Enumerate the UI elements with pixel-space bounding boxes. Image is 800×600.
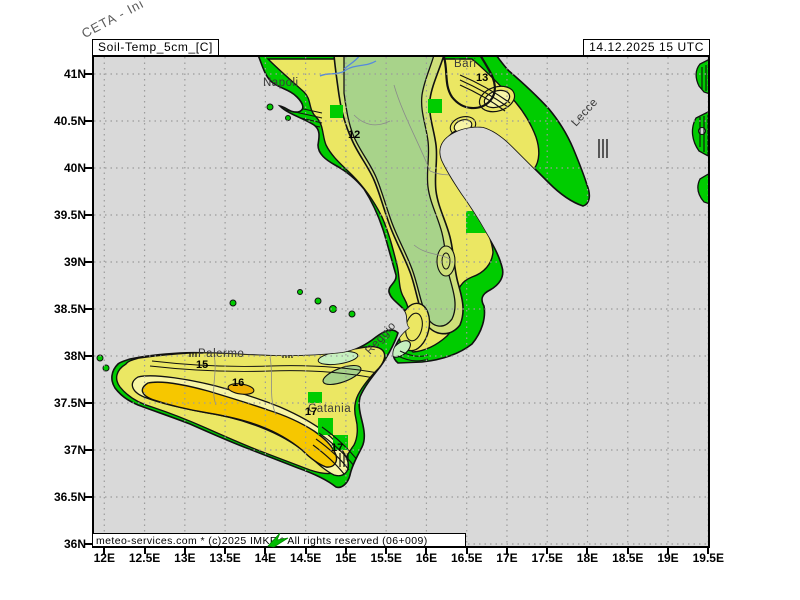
latitude-tick: [85, 449, 92, 451]
longitude-tick: [586, 548, 589, 554]
longitude-tick: [103, 548, 106, 554]
city-label: Bari: [454, 58, 476, 70]
green-bird-glyph: [267, 532, 289, 548]
latitude-label: 39.5N: [53, 208, 86, 222]
latitude-label: 36N: [63, 537, 86, 551]
longitude-label: 18E: [576, 551, 599, 565]
longitude-label: 13.5E: [209, 551, 241, 565]
fill-sicily-gold: [141, 381, 338, 468]
latitude-tick: [85, 214, 92, 216]
longitude-tick: [385, 548, 388, 554]
contour-bundle-toe: [397, 350, 429, 362]
latitude-tick: [85, 120, 92, 122]
latitude-tick: [85, 402, 92, 404]
longitude-label: 16.5E: [451, 551, 483, 565]
longitude-label: 14E: [254, 551, 277, 565]
map-frame: [92, 55, 710, 548]
longitude-tick: [224, 548, 227, 554]
longitude-label: 13E: [174, 551, 196, 565]
longitude-label: 17E: [496, 551, 518, 565]
longitude-tick: [425, 548, 428, 554]
latitude-label: 40N: [63, 161, 86, 175]
latitude-label: 40.5N: [53, 114, 86, 128]
longitude-label: 12E: [93, 551, 115, 565]
latitude-tick: [85, 261, 92, 263]
latitude-label: 37N: [63, 443, 86, 457]
longitude-tick: [304, 548, 307, 554]
longitude-tick: [344, 548, 347, 554]
longitude-tick: [143, 548, 146, 554]
latitude-label: 39N: [63, 255, 86, 269]
longitude-tick: [465, 548, 468, 554]
contour-value-label: 16: [232, 377, 244, 389]
longitude-tick: [264, 548, 267, 554]
latitude-tick: [85, 355, 92, 357]
longitude-label: 19.5E: [692, 551, 724, 565]
latitude-tick: [85, 543, 92, 545]
latitude-label: 37.5N: [53, 396, 86, 410]
map-canvas: Napoli Bari Lecce Reggio Palermo Catania 12 13 1…: [92, 54, 711, 548]
latitude-label: 36.5N: [53, 490, 86, 504]
contour-bundle-north-sicily: [149, 360, 379, 379]
peninsula-landmass: [256, 54, 591, 364]
longitude-tick: [707, 548, 710, 554]
contour-value-label: 17: [331, 442, 343, 454]
contour-value-label: 13: [476, 72, 488, 84]
latitude-tick: [85, 308, 92, 310]
contour-bundle-bari: [459, 74, 511, 112]
longitude-tick: [626, 548, 629, 554]
east-coast-fragments: [691, 57, 711, 205]
contour-value-label: 15: [196, 359, 208, 371]
soil-temp-map: NapoliBariLecceReggioPalermoCatania12131…: [92, 54, 711, 548]
fill-sage: [343, 55, 456, 327]
city-label: Napoli: [263, 77, 299, 89]
latitude-tick: [85, 73, 92, 75]
longitude-label: 15E: [335, 551, 357, 565]
latitude-label: 41N: [63, 67, 86, 81]
hatch-marker-lecce: [598, 139, 608, 158]
latitude-label: 38N: [63, 349, 86, 363]
longitude-label: 12.5E: [128, 551, 161, 565]
longitude-tick: [667, 548, 670, 554]
city-label: Palermo: [198, 348, 244, 360]
longitude-label: 18.5E: [612, 551, 644, 565]
sicily-landmass: [111, 329, 399, 489]
longitude-tick: [183, 548, 186, 554]
admin-borders-sicily: [213, 354, 277, 416]
latitude-tick: [85, 496, 92, 498]
watermark: CETA - Ini: [78, 0, 147, 42]
islands: [96, 103, 356, 372]
gridlines: [94, 57, 709, 546]
longitude-tick: [546, 548, 549, 554]
contour-value-label: 17: [305, 406, 317, 418]
city-label: Catania: [308, 403, 351, 415]
map-title: Soil-Temp_5cm_[C]: [92, 39, 219, 56]
longitude-tick: [505, 548, 508, 554]
longitude-label: 15.5E: [370, 551, 402, 565]
latitude-tick: [85, 167, 92, 169]
contour-value-label: 12: [348, 129, 360, 141]
longitude-label: 19E: [657, 551, 679, 565]
latitude-label: 38.5N: [53, 302, 86, 316]
longitude-label: 14.5E: [289, 551, 322, 565]
longitude-label: 17.5E: [531, 551, 563, 565]
longitude-label: 16E: [415, 551, 438, 565]
map-datetime: 14.12.2025 15 UTC: [583, 39, 710, 56]
